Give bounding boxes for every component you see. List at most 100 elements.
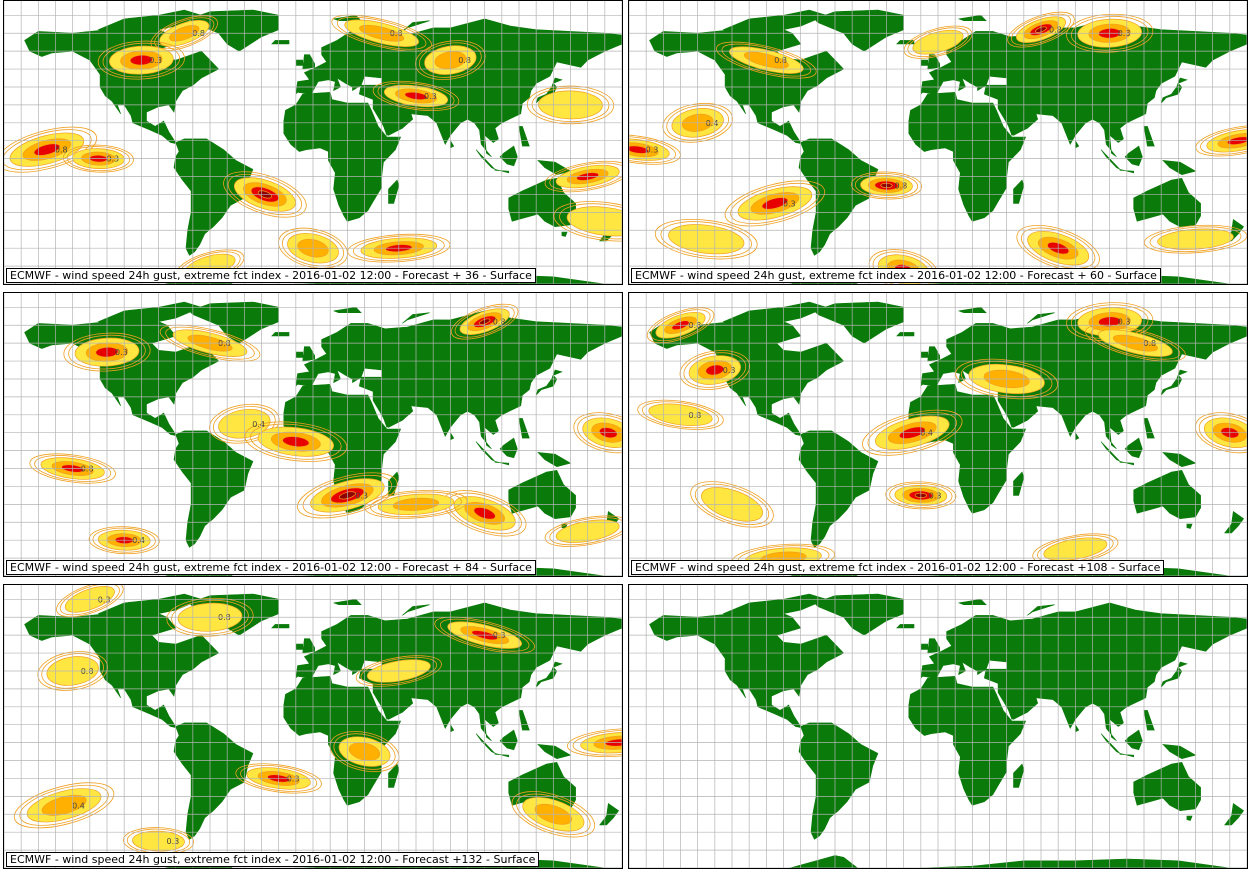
world-map: 0.8 0.3 0.8 0.8 0.3 0.8 0.3 [4,1,622,284]
contour-line [13,782,115,829]
landmass [535,661,563,688]
landmass [813,593,904,636]
landmass [271,624,290,629]
contour-line [730,182,820,224]
landmass [372,392,413,428]
contour-value-label: 0.8 [493,318,506,327]
contour-line [166,597,254,637]
contour-value-label: 0.8 [218,613,231,622]
contour-line [544,160,622,193]
contour-line [1149,226,1242,253]
contour-line [867,412,957,454]
world-map: 0.8 0.3 0.8 0.3 0.8 0.4 0.3 [629,293,1247,576]
contour-line [666,105,729,141]
contour-value-label: 0.4 [132,536,145,545]
contour-labels: 0.8 0.3 0.8 0.8 0.3 0.8 0.3 [55,29,471,163]
landmass [997,392,1038,428]
contour-value-label: 0.3 [646,146,659,155]
contour-line [955,358,1059,400]
landmass [1013,179,1025,204]
landmass [24,317,220,437]
landmass [1160,369,1188,396]
contour-line [244,421,348,462]
contour-value-label: 0.8 [81,465,94,474]
landmass [1186,815,1193,821]
landmass [813,301,904,344]
gust-hotspot [4,126,98,173]
contour-value-label: 0.3 [493,631,506,640]
contour-line [549,517,622,546]
landmass [499,437,518,459]
contour-line [1021,227,1096,269]
contour-line [434,616,535,654]
landmass [295,59,303,66]
landmass [649,609,845,729]
contour-line [1090,326,1181,360]
landmass [798,722,879,840]
landmass [1124,729,1143,751]
contour-line [333,733,396,770]
contour-labels: 0.8 0.3 0.8 0.3 0.8 0.4 0.3 [689,318,1157,501]
contour-line [724,180,826,227]
contour-value-label: 0.3 [1118,318,1131,327]
contour-line [227,173,303,216]
landmass [813,9,904,52]
contour-line [1200,126,1247,155]
gust-hotspot [13,782,115,829]
contour-line [281,229,345,267]
contour-line [97,40,185,80]
contour-value-label: 0.8 [192,29,205,38]
landmass [537,744,572,760]
contour-line [63,332,151,372]
contour-value-label: 0.3 [355,491,368,500]
landmass [1133,177,1201,228]
contour-line [660,221,752,258]
contour-line [419,42,482,78]
contour-line [377,82,455,110]
contour-line [4,129,92,171]
contour-line [544,515,622,547]
landmass [475,733,496,754]
contour-line [1198,414,1247,451]
contour-line [62,144,134,173]
landmass [1100,441,1121,462]
contour-line [150,15,218,52]
contour-line [907,27,969,57]
contour-line [629,136,677,164]
landmass [1160,77,1188,104]
landmass [1013,763,1025,788]
landmass [1075,431,1080,441]
contour-line [1195,125,1247,157]
contour-line [68,334,146,370]
contour-value-label: 0.3 [287,774,300,783]
world-map: 0.8 0.3 0.8 0.4 0.8 0.3 0.4 [4,293,622,576]
landmass [1162,452,1197,468]
contour-line [1007,11,1075,48]
panel-caption: ECMWF - wind speed 24h gust, extreme fct… [6,852,540,867]
landmass [518,126,530,147]
contour-line [29,453,116,484]
landmass [1075,139,1080,149]
contour-line [235,763,322,794]
contour-line [41,653,104,689]
gust-band [668,224,745,255]
landmass [450,431,455,441]
contour-line [683,352,747,388]
contour-line [654,219,758,260]
landmass [475,441,496,462]
contour-line [102,42,181,78]
graticule [4,1,622,284]
contour-line [360,657,438,685]
contour-line [355,655,442,687]
contour-line [66,146,130,172]
landmass [1133,761,1201,812]
landmass [97,301,203,326]
contour-line [159,324,261,362]
contour-line [637,399,724,430]
landmass [722,593,828,618]
contour-line [59,585,120,616]
landmass [1100,149,1121,170]
contour-value-label: 0.8 [81,667,94,676]
landmass [722,301,828,326]
landmass [271,332,290,337]
